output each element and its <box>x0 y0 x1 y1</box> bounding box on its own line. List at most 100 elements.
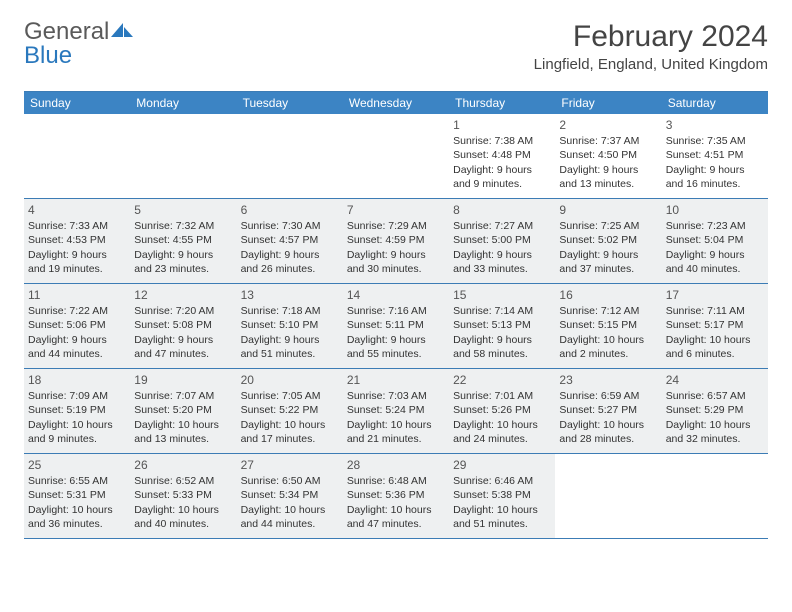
day-cell: 29Sunrise: 6:46 AMSunset: 5:38 PMDayligh… <box>449 454 555 538</box>
day-cell: 17Sunrise: 7:11 AMSunset: 5:17 PMDayligh… <box>662 284 768 368</box>
sunrise-text: Sunrise: 7:09 AM <box>28 389 126 403</box>
sunrise-text: Sunrise: 6:52 AM <box>134 474 232 488</box>
daylight-text: and 32 minutes. <box>666 432 764 446</box>
daylight-text: Daylight: 9 hours <box>453 333 551 347</box>
empty-cell <box>24 114 130 198</box>
sunset-text: Sunset: 5:20 PM <box>134 403 232 417</box>
week-row: 25Sunrise: 6:55 AMSunset: 5:31 PMDayligh… <box>24 454 768 539</box>
day-number: 4 <box>28 202 126 218</box>
sunset-text: Sunset: 5:04 PM <box>666 233 764 247</box>
daylight-text: Daylight: 10 hours <box>666 333 764 347</box>
day-number: 20 <box>241 372 339 388</box>
daylight-text: and 13 minutes. <box>559 177 657 191</box>
daylight-text: Daylight: 10 hours <box>559 418 657 432</box>
daylight-text: Daylight: 10 hours <box>347 503 445 517</box>
sunset-text: Sunset: 5:38 PM <box>453 488 551 502</box>
sunrise-text: Sunrise: 7:30 AM <box>241 219 339 233</box>
daylight-text: and 33 minutes. <box>453 262 551 276</box>
daylight-text: Daylight: 9 hours <box>559 248 657 262</box>
sunrise-text: Sunrise: 7:33 AM <box>28 219 126 233</box>
sunrise-text: Sunrise: 7:38 AM <box>453 134 551 148</box>
daylight-text: Daylight: 10 hours <box>666 418 764 432</box>
logo-text-block: General Blue <box>24 20 133 68</box>
daylight-text: Daylight: 9 hours <box>241 248 339 262</box>
day-number: 18 <box>28 372 126 388</box>
day-cell: 8Sunrise: 7:27 AMSunset: 5:00 PMDaylight… <box>449 199 555 283</box>
day-cell: 12Sunrise: 7:20 AMSunset: 5:08 PMDayligh… <box>130 284 236 368</box>
header: General Blue February 2024 Lingfield, En… <box>24 20 768 73</box>
daylight-text: and 51 minutes. <box>453 517 551 531</box>
sunrise-text: Sunrise: 7:37 AM <box>559 134 657 148</box>
weeks-container: 1Sunrise: 7:38 AMSunset: 4:48 PMDaylight… <box>24 114 768 539</box>
empty-cell <box>130 114 236 198</box>
daylight-text: and 24 minutes. <box>453 432 551 446</box>
day-number: 10 <box>666 202 764 218</box>
daylight-text: and 40 minutes. <box>134 517 232 531</box>
day-number: 23 <box>559 372 657 388</box>
daylight-text: Daylight: 9 hours <box>134 248 232 262</box>
daylight-text: Daylight: 9 hours <box>241 333 339 347</box>
sunset-text: Sunset: 5:00 PM <box>453 233 551 247</box>
day-cell: 19Sunrise: 7:07 AMSunset: 5:20 PMDayligh… <box>130 369 236 453</box>
daylight-text: Daylight: 10 hours <box>453 503 551 517</box>
day-number: 13 <box>241 287 339 303</box>
sunset-text: Sunset: 5:17 PM <box>666 318 764 332</box>
day-cell: 16Sunrise: 7:12 AMSunset: 5:15 PMDayligh… <box>555 284 661 368</box>
sunset-text: Sunset: 5:22 PM <box>241 403 339 417</box>
sunset-text: Sunset: 4:57 PM <box>241 233 339 247</box>
day-cell: 13Sunrise: 7:18 AMSunset: 5:10 PMDayligh… <box>237 284 343 368</box>
daylight-text: and 26 minutes. <box>241 262 339 276</box>
weekday-thursday: Thursday <box>449 92 555 114</box>
sunrise-text: Sunrise: 7:23 AM <box>666 219 764 233</box>
weekday-tuesday: Tuesday <box>237 92 343 114</box>
daylight-text: and 16 minutes. <box>666 177 764 191</box>
daylight-text: and 17 minutes. <box>241 432 339 446</box>
weekday-sunday: Sunday <box>24 92 130 114</box>
daylight-text: and 19 minutes. <box>28 262 126 276</box>
sunrise-text: Sunrise: 6:50 AM <box>241 474 339 488</box>
calendar: SundayMondayTuesdayWednesdayThursdayFrid… <box>24 91 768 539</box>
sunset-text: Sunset: 5:19 PM <box>28 403 126 417</box>
sunrise-text: Sunrise: 7:11 AM <box>666 304 764 318</box>
month-title: February 2024 <box>534 20 768 54</box>
day-cell: 3Sunrise: 7:35 AMSunset: 4:51 PMDaylight… <box>662 114 768 198</box>
logo-blue: Blue <box>24 42 72 69</box>
sunset-text: Sunset: 5:27 PM <box>559 403 657 417</box>
sunrise-text: Sunrise: 7:03 AM <box>347 389 445 403</box>
sunset-text: Sunset: 5:34 PM <box>241 488 339 502</box>
daylight-text: Daylight: 9 hours <box>28 248 126 262</box>
daylight-text: Daylight: 9 hours <box>347 248 445 262</box>
daylight-text: Daylight: 9 hours <box>666 248 764 262</box>
sunrise-text: Sunrise: 7:27 AM <box>453 219 551 233</box>
daylight-text: Daylight: 9 hours <box>453 248 551 262</box>
weekday-friday: Friday <box>555 92 661 114</box>
daylight-text: and 6 minutes. <box>666 347 764 361</box>
sunset-text: Sunset: 5:24 PM <box>347 403 445 417</box>
daylight-text: Daylight: 9 hours <box>559 163 657 177</box>
sunrise-text: Sunrise: 7:16 AM <box>347 304 445 318</box>
daylight-text: and 47 minutes. <box>134 347 232 361</box>
day-number: 27 <box>241 457 339 473</box>
daylight-text: and 30 minutes. <box>347 262 445 276</box>
day-number: 19 <box>134 372 232 388</box>
empty-cell <box>237 114 343 198</box>
location: Lingfield, England, United Kingdom <box>534 56 768 73</box>
day-cell: 11Sunrise: 7:22 AMSunset: 5:06 PMDayligh… <box>24 284 130 368</box>
day-number: 15 <box>453 287 551 303</box>
day-number: 2 <box>559 117 657 133</box>
sunset-text: Sunset: 5:26 PM <box>453 403 551 417</box>
day-number: 22 <box>453 372 551 388</box>
day-cell: 26Sunrise: 6:52 AMSunset: 5:33 PMDayligh… <box>130 454 236 538</box>
sunrise-text: Sunrise: 6:46 AM <box>453 474 551 488</box>
sunrise-text: Sunrise: 6:59 AM <box>559 389 657 403</box>
daylight-text: Daylight: 9 hours <box>666 163 764 177</box>
sunrise-text: Sunrise: 6:48 AM <box>347 474 445 488</box>
sunset-text: Sunset: 5:10 PM <box>241 318 339 332</box>
day-cell: 23Sunrise: 6:59 AMSunset: 5:27 PMDayligh… <box>555 369 661 453</box>
daylight-text: Daylight: 10 hours <box>134 503 232 517</box>
daylight-text: Daylight: 9 hours <box>453 163 551 177</box>
sunset-text: Sunset: 4:50 PM <box>559 148 657 162</box>
daylight-text: Daylight: 10 hours <box>241 418 339 432</box>
day-cell: 10Sunrise: 7:23 AMSunset: 5:04 PMDayligh… <box>662 199 768 283</box>
daylight-text: and 40 minutes. <box>666 262 764 276</box>
